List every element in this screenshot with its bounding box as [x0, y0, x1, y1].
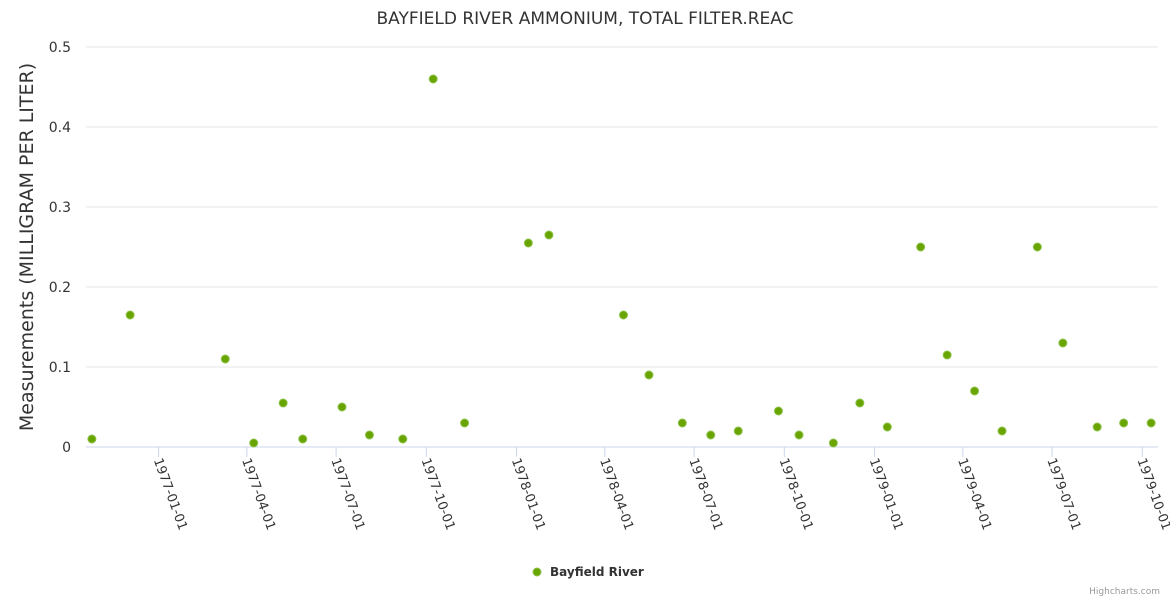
data-point[interactable] — [706, 430, 716, 440]
data-point[interactable] — [882, 422, 892, 432]
y-tick-label: 0.2 — [49, 280, 71, 296]
data-point[interactable] — [1032, 242, 1042, 252]
y-tick-label: 0.1 — [49, 360, 71, 376]
data-point[interactable] — [278, 398, 288, 408]
y-tick-label: 0.3 — [49, 200, 71, 216]
x-tick-label: 1978-04-01 — [596, 456, 636, 532]
data-point[interactable] — [773, 406, 783, 416]
x-tick-label: 1977-01-01 — [150, 456, 190, 532]
x-axis-ticks: 1977-01-01 1977-04-01 1977-07-01 1977-10-01… — [150, 447, 1170, 532]
data-point[interactable] — [249, 438, 259, 448]
data-point[interactable] — [220, 354, 230, 364]
y-tick-label: 0.4 — [49, 120, 71, 136]
x-tick-label: 1978-01-01 — [508, 456, 548, 532]
data-point[interactable] — [1146, 418, 1156, 428]
y-tick-label: 0.5 — [49, 40, 71, 56]
x-tick-label: 1977-10-01 — [418, 456, 458, 532]
credits-link[interactable]: Highcharts.com — [1089, 587, 1160, 597]
data-point[interactable] — [855, 398, 865, 408]
y-tick-label: 0 — [62, 440, 71, 456]
chart-title: BAYFIELD RIVER AMMONIUM, TOTAL FILTER.RE… — [376, 9, 793, 29]
y-axis-ticks: 0 0.1 0.2 0.3 0.4 0.5 — [49, 40, 71, 456]
data-point[interactable] — [794, 430, 804, 440]
x-tick-label: 1979-01-01 — [866, 456, 906, 532]
legend-marker — [532, 567, 542, 577]
data-point[interactable] — [544, 230, 554, 240]
data-point[interactable] — [1092, 422, 1102, 432]
gridlines — [86, 46, 1158, 368]
data-point[interactable] — [644, 370, 654, 380]
x-tick-label: 1978-10-01 — [776, 456, 816, 532]
legend[interactable]: Bayfield River — [532, 565, 644, 579]
data-point[interactable] — [460, 418, 470, 428]
data-point[interactable] — [733, 426, 743, 436]
data-point[interactable] — [428, 74, 438, 84]
x-tick-label: 1979-07-01 — [1043, 456, 1083, 532]
data-point[interactable] — [942, 350, 952, 360]
data-point[interactable] — [364, 430, 374, 440]
data-point[interactable] — [125, 310, 135, 320]
data-point[interactable] — [828, 438, 838, 448]
x-tick-label: 1979-10-01 — [1134, 456, 1170, 532]
data-point[interactable] — [87, 434, 97, 444]
x-tick-label: 1977-07-01 — [327, 456, 367, 532]
data-point[interactable] — [997, 426, 1007, 436]
x-tick-label: 1979-04-01 — [954, 456, 994, 532]
data-point[interactable] — [970, 386, 980, 396]
data-point[interactable] — [337, 402, 347, 412]
data-point[interactable] — [1119, 418, 1129, 428]
legend-label[interactable]: Bayfield River — [550, 565, 644, 579]
series-bayfield-river — [87, 74, 1156, 448]
data-point[interactable] — [1058, 338, 1068, 348]
x-tick-label: 1978-07-01 — [685, 456, 725, 532]
data-point[interactable] — [618, 310, 628, 320]
y-axis-label: Measurements (MILLIGRAM PER LITER) — [16, 63, 38, 431]
data-point[interactable] — [298, 434, 308, 444]
x-tick-label: 1977-04-01 — [238, 456, 278, 532]
data-point[interactable] — [398, 434, 408, 444]
data-point[interactable] — [677, 418, 687, 428]
data-point[interactable] — [523, 238, 533, 248]
data-point[interactable] — [916, 242, 926, 252]
